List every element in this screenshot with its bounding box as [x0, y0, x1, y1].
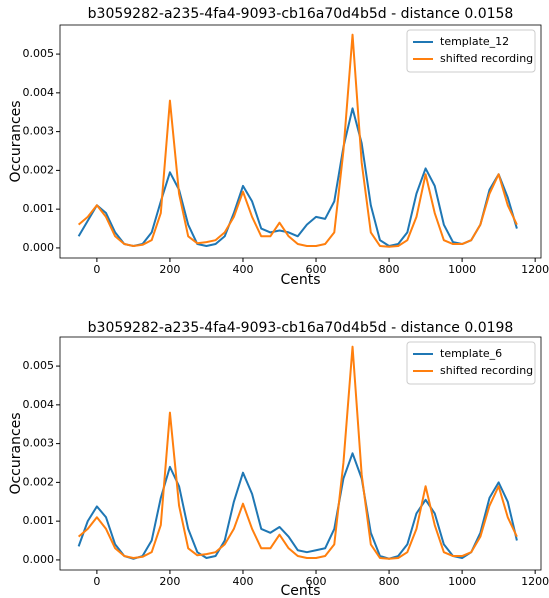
legend-label: shifted recording — [440, 52, 533, 65]
series-line — [77, 33, 518, 248]
chart-title: b3059282-a235-4fa4-9093-cb16a70d4b5d - d… — [88, 320, 514, 336]
y-tick-label: 0.005 — [23, 47, 55, 60]
x-tick-label: 1200 — [521, 575, 549, 588]
series-line — [77, 107, 518, 247]
x-tick-label: 0 — [93, 263, 100, 276]
x-tick-label: 600 — [306, 575, 327, 588]
y-tick-label: 0.003 — [23, 125, 55, 138]
y-tick-label: 0.004 — [23, 398, 55, 411]
y-tick-label: 0.003 — [23, 437, 55, 450]
x-axis-label: Cents — [280, 272, 320, 288]
x-tick-label: 1000 — [448, 263, 476, 276]
x-tick-label: 200 — [159, 575, 180, 588]
series-line — [77, 452, 518, 560]
x-tick-label: 600 — [306, 263, 327, 276]
x-tick-label: 400 — [232, 263, 253, 276]
y-tick-label: 0.001 — [23, 202, 55, 215]
x-tick-label: 400 — [232, 575, 253, 588]
series-line — [77, 345, 518, 560]
legend-label: template_6 — [440, 347, 502, 360]
x-tick-label: 800 — [379, 575, 400, 588]
x-tick-label: 0 — [93, 575, 100, 588]
legend-box — [406, 29, 536, 73]
x-tick-label: 200 — [159, 263, 180, 276]
x-tick-label: 1200 — [521, 263, 549, 276]
x-axis-label: Cents — [280, 583, 320, 598]
plot-frame — [59, 336, 542, 571]
y-tick-label: 0.002 — [23, 475, 55, 488]
x-tick-label: 1000 — [448, 575, 476, 588]
y-tick-label: 0.001 — [23, 514, 55, 527]
y-tick-label: 0.002 — [23, 163, 55, 176]
y-tick-label: 0.005 — [23, 359, 55, 372]
y-tick-label: 0.000 — [23, 553, 55, 566]
legend-box — [406, 341, 536, 385]
plot-frame — [59, 24, 542, 259]
chart-title: b3059282-a235-4fa4-9093-cb16a70d4b5d - d… — [88, 6, 514, 22]
legend-label: template_12 — [440, 35, 509, 48]
y-tick-label: 0.000 — [23, 241, 55, 254]
x-tick-label: 800 — [379, 263, 400, 276]
legend-label: shifted recording — [440, 364, 533, 377]
y-axis-label: Occurances — [8, 100, 24, 182]
y-tick-label: 0.004 — [23, 86, 55, 99]
y-axis-label: Occurances — [8, 412, 24, 494]
